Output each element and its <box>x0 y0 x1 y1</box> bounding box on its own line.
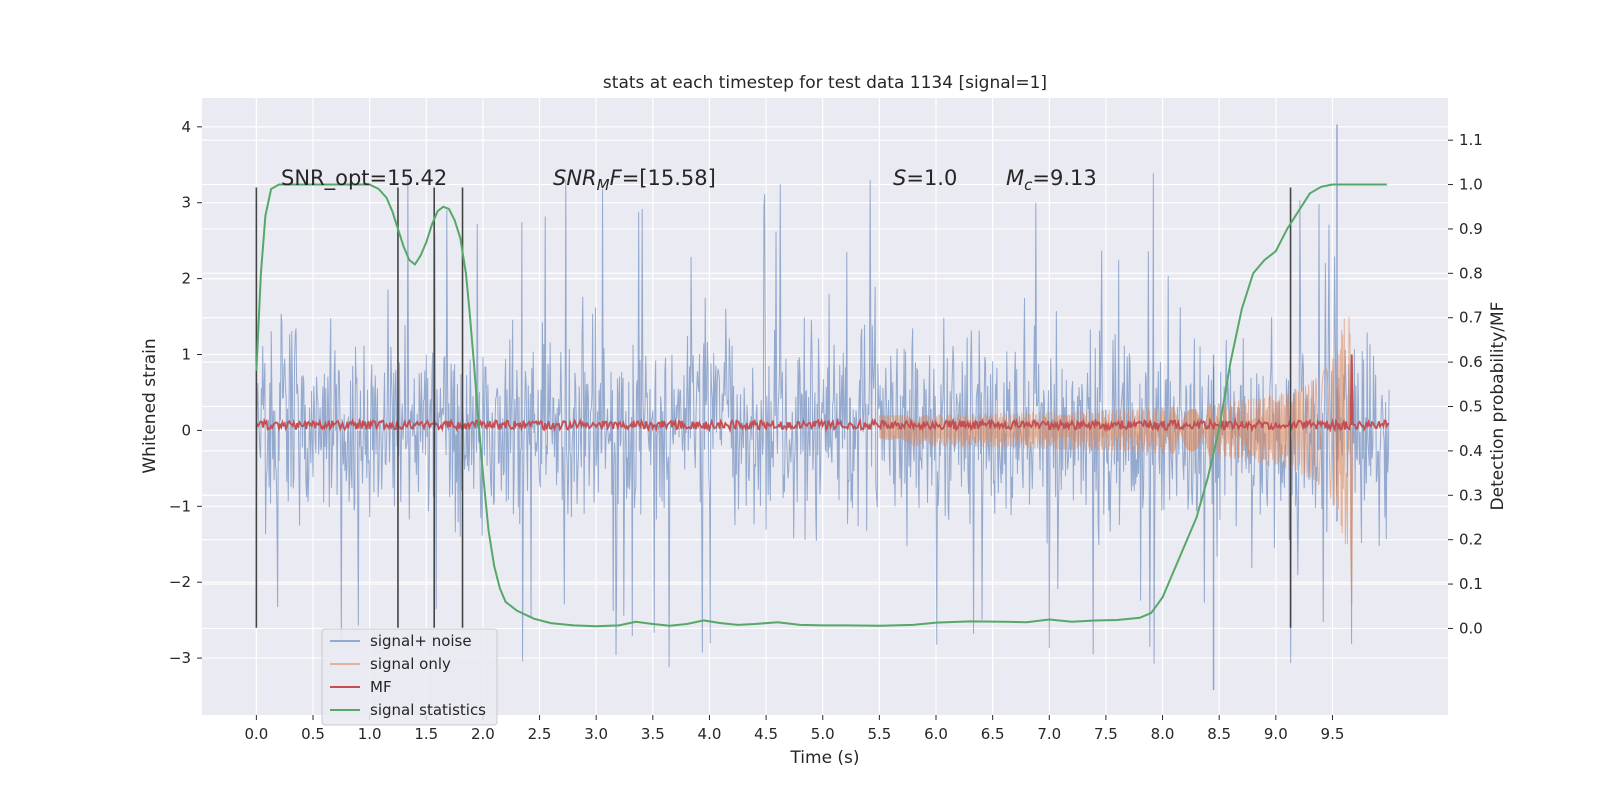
y-right-tick-label: 0.5 <box>1459 398 1483 416</box>
signal-statistics-line <box>255 183 1387 628</box>
y-left-tick-label: 2 <box>181 270 191 288</box>
y-right-tick-label: 0.0 <box>1459 619 1483 637</box>
y-right-tick-label: 0.9 <box>1459 220 1483 238</box>
signal-only-series <box>878 316 1354 605</box>
legend-box <box>321 628 498 726</box>
x-tick-label: 0.0 <box>244 725 268 743</box>
x-tick-label: 4.0 <box>698 725 722 743</box>
s-value: =1.0 <box>906 166 957 190</box>
x-tick-label: 2.5 <box>528 725 552 743</box>
y-left-tick-label: −3 <box>169 649 191 667</box>
vertical-markers <box>255 187 1292 628</box>
legend-label-signal-statistics: signal statistics <box>370 701 486 719</box>
x-tick-label: 3.0 <box>584 725 608 743</box>
snr-mf-f: F <box>610 166 623 190</box>
x-tick-label: 9.0 <box>1264 725 1288 743</box>
y-right-tick-label: 0.8 <box>1459 264 1483 282</box>
x-tick-label: 1.0 <box>358 725 382 743</box>
y-right-tick-label: 0.4 <box>1459 442 1483 460</box>
signal-noise-line <box>255 173 1390 668</box>
legend-label-signal-noise: signal+ noise <box>370 632 472 650</box>
annotation-s: S=1.0 <box>893 166 957 190</box>
y-left-tick-label: 3 <box>181 194 191 212</box>
y-right-tick-label: 0.7 <box>1459 309 1483 327</box>
y-left-axis-label: Whitened strain <box>140 338 160 473</box>
x-axis-label: Time (s) <box>789 748 859 768</box>
y-left-axis-ticks: 4 3 2 1 0 −1 −2 −3 <box>169 118 202 667</box>
y-left-tick-label: 1 <box>181 346 191 364</box>
signal-statistics-series <box>255 183 1387 628</box>
annotation-mc: Mc=9.13 <box>1006 166 1097 194</box>
legend-label-mf: MF <box>370 678 392 696</box>
x-tick-label: 6.0 <box>924 725 948 743</box>
x-tick-label: 9.5 <box>1321 725 1345 743</box>
chart-title: stats at each timestep for test data 113… <box>603 73 1047 93</box>
x-tick-label: 0.5 <box>301 725 325 743</box>
legend: signal+ noise signal only MF signal stat… <box>321 628 498 726</box>
y-left-tick-label: 0 <box>181 421 191 439</box>
x-tick-label: 5.5 <box>867 725 891 743</box>
x-tick-label: 8.0 <box>1151 725 1175 743</box>
x-axis-ticks: 0.0 0.5 1.0 1.5 2.0 2.5 3.0 3.5 4.0 4.5 5.0 5.5 6.0 6… <box>244 715 1344 743</box>
x-tick-label: 2.0 <box>471 725 495 743</box>
y-right-tick-label: 1.1 <box>1459 131 1483 149</box>
mf-series <box>255 354 1390 434</box>
snr-mf-subscript: M <box>597 176 610 194</box>
x-tick-label: 7.5 <box>1094 725 1118 743</box>
mc-symbol: M <box>1006 166 1024 190</box>
x-tick-label: 7.0 <box>1037 725 1061 743</box>
y-left-tick-label: 4 <box>181 118 191 136</box>
x-tick-label: 8.5 <box>1207 725 1231 743</box>
snr-mf-value: =[15.58] <box>622 166 716 190</box>
x-tick-label: 4.5 <box>754 725 778 743</box>
snr-mf-symbol: SNR <box>553 166 597 190</box>
x-tick-label: 6.5 <box>981 725 1005 743</box>
legend-label-signal-only: signal only <box>370 655 451 673</box>
annotation-snr-opt: SNR_opt=15.42 <box>281 166 447 191</box>
y-right-tick-label: 0.3 <box>1459 486 1483 504</box>
x-tick-label: 1.5 <box>414 725 438 743</box>
y-right-tick-label: 0.6 <box>1459 353 1483 371</box>
y-right-tick-label: 0.2 <box>1459 531 1483 549</box>
x-tick-label: 3.5 <box>641 725 665 743</box>
y-right-axis-ticks: 1.1 1.0 0.9 0.8 0.7 0.6 0.5 0.4 0.3 0.2 0.1 0.0 <box>1448 131 1483 637</box>
x-tick-label: 5.0 <box>811 725 835 743</box>
y-right-tick-label: 0.1 <box>1459 575 1483 593</box>
y-left-tick-label: −1 <box>169 497 191 515</box>
mc-value: =9.13 <box>1032 166 1096 190</box>
annotation-snr-mf: SNRMF=[15.58] <box>553 166 716 194</box>
s-symbol: S <box>893 166 906 190</box>
y-left-tick-label: −2 <box>169 573 191 591</box>
y-right-tick-label: 1.0 <box>1459 176 1483 194</box>
mf-line <box>255 354 1390 434</box>
signal-only-line <box>878 316 1354 605</box>
mc-subscript: c <box>1024 176 1033 194</box>
y-right-axis-label: Detection probability/MF <box>1488 302 1508 511</box>
